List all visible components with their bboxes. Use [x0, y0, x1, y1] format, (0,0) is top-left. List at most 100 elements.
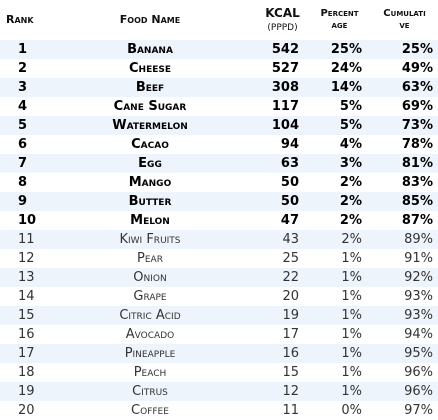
rank-cell[interactable]: 10: [0, 211, 55, 230]
cumulative-cell[interactable]: 63%: [371, 78, 438, 97]
kcal-cell[interactable]: 43: [245, 230, 308, 249]
column-header-percentage[interactable]: Percent age: [308, 0, 371, 40]
rank-cell[interactable]: 14: [0, 287, 55, 306]
kcal-cell[interactable]: 15: [245, 363, 308, 382]
kcal-cell[interactable]: 117: [245, 97, 308, 116]
percentage-cell[interactable]: 1%: [308, 306, 371, 325]
rank-cell[interactable]: 18: [0, 363, 55, 382]
rank-cell[interactable]: 15: [0, 306, 55, 325]
cumulative-cell[interactable]: 92%: [371, 268, 438, 287]
cumulative-cell[interactable]: 85%: [371, 192, 438, 211]
food-name-cell[interactable]: Melon: [55, 211, 245, 230]
cumulative-cell[interactable]: 73%: [371, 116, 438, 135]
food-name-cell[interactable]: Peach: [55, 363, 245, 382]
kcal-cell[interactable]: 19: [245, 306, 308, 325]
rank-cell[interactable]: 12: [0, 249, 55, 268]
percentage-cell[interactable]: 2%: [308, 211, 371, 230]
food-name-cell[interactable]: Coffee: [55, 401, 245, 420]
kcal-cell[interactable]: 63: [245, 154, 308, 173]
kcal-cell[interactable]: 11: [245, 401, 308, 420]
food-name-cell[interactable]: Citric Acid: [55, 306, 245, 325]
food-name-cell[interactable]: Banana: [55, 40, 245, 59]
percentage-cell[interactable]: 1%: [308, 268, 371, 287]
food-name-cell[interactable]: Cane Sugar: [55, 97, 245, 116]
cumulative-cell[interactable]: 69%: [371, 97, 438, 116]
food-name-cell[interactable]: Onion: [55, 268, 245, 287]
rank-cell[interactable]: 2: [0, 59, 55, 78]
kcal-cell[interactable]: 308: [245, 78, 308, 97]
kcal-cell[interactable]: 20: [245, 287, 308, 306]
cumulative-cell[interactable]: 83%: [371, 173, 438, 192]
kcal-cell[interactable]: 16: [245, 344, 308, 363]
kcal-cell[interactable]: 17: [245, 325, 308, 344]
cumulative-cell[interactable]: 96%: [371, 382, 438, 401]
percentage-cell[interactable]: 24%: [308, 59, 371, 78]
cumulative-cell[interactable]: 91%: [371, 249, 438, 268]
food-name-cell[interactable]: Mango: [55, 173, 245, 192]
column-header-rank[interactable]: Rank: [6, 13, 34, 26]
percentage-cell[interactable]: 5%: [308, 97, 371, 116]
kcal-cell[interactable]: 94: [245, 135, 308, 154]
kcal-cell[interactable]: 25: [245, 249, 308, 268]
percentage-cell[interactable]: 0%: [308, 401, 371, 420]
column-header-kcal[interactable]: KCAL (PPPD): [245, 0, 308, 40]
rank-cell[interactable]: 3: [0, 78, 55, 97]
percentage-cell[interactable]: 2%: [308, 173, 371, 192]
rank-cell[interactable]: 17: [0, 344, 55, 363]
percentage-cell[interactable]: 2%: [308, 230, 371, 249]
cumulative-cell[interactable]: 96%: [371, 363, 438, 382]
kcal-cell[interactable]: 542: [245, 40, 308, 59]
percentage-cell[interactable]: 1%: [308, 325, 371, 344]
percentage-cell[interactable]: 14%: [308, 78, 371, 97]
food-name-cell[interactable]: Citrus: [55, 382, 245, 401]
food-name-cell[interactable]: Avocado: [55, 325, 245, 344]
food-name-cell[interactable]: Butter: [55, 192, 245, 211]
percentage-cell[interactable]: 1%: [308, 363, 371, 382]
kcal-cell[interactable]: 22: [245, 268, 308, 287]
rank-cell[interactable]: 6: [0, 135, 55, 154]
cumulative-cell[interactable]: 49%: [371, 59, 438, 78]
percentage-cell[interactable]: 1%: [308, 344, 371, 363]
cumulative-cell[interactable]: 87%: [371, 211, 438, 230]
cumulative-cell[interactable]: 81%: [371, 154, 438, 173]
cumulative-cell[interactable]: 78%: [371, 135, 438, 154]
rank-cell[interactable]: 4: [0, 97, 55, 116]
column-header-cumulative[interactable]: Cumulati ve: [371, 0, 438, 40]
food-name-cell[interactable]: Pear: [55, 249, 245, 268]
rank-cell[interactable]: 7: [0, 154, 55, 173]
rank-cell[interactable]: 11: [0, 230, 55, 249]
cumulative-cell[interactable]: 89%: [371, 230, 438, 249]
kcal-cell[interactable]: 50: [245, 192, 308, 211]
rank-cell[interactable]: 16: [0, 325, 55, 344]
rank-cell[interactable]: 20: [0, 401, 55, 420]
percentage-cell[interactable]: 4%: [308, 135, 371, 154]
food-name-cell[interactable]: Grape: [55, 287, 245, 306]
column-header-food-name[interactable]: Food Name: [119, 13, 181, 26]
cumulative-cell[interactable]: 97%: [371, 401, 438, 420]
food-name-cell[interactable]: Watermelon: [55, 116, 245, 135]
rank-cell[interactable]: 9: [0, 192, 55, 211]
food-name-cell[interactable]: Cheese: [55, 59, 245, 78]
food-name-cell[interactable]: Egg: [55, 154, 245, 173]
rank-cell[interactable]: 19: [0, 382, 55, 401]
percentage-cell[interactable]: 2%: [308, 192, 371, 211]
food-name-cell[interactable]: Beef: [55, 78, 245, 97]
cumulative-cell[interactable]: 95%: [371, 344, 438, 363]
rank-cell[interactable]: 5: [0, 116, 55, 135]
food-name-cell[interactable]: Kiwi Fruits: [55, 230, 245, 249]
kcal-cell[interactable]: 527: [245, 59, 308, 78]
percentage-cell[interactable]: 5%: [308, 116, 371, 135]
kcal-cell[interactable]: 50: [245, 173, 308, 192]
kcal-cell[interactable]: 47: [245, 211, 308, 230]
rank-cell[interactable]: 1: [0, 40, 55, 59]
kcal-cell[interactable]: 12: [245, 382, 308, 401]
kcal-cell[interactable]: 104: [245, 116, 308, 135]
percentage-cell[interactable]: 1%: [308, 287, 371, 306]
percentage-cell[interactable]: 1%: [308, 249, 371, 268]
percentage-cell[interactable]: 3%: [308, 154, 371, 173]
rank-cell[interactable]: 8: [0, 173, 55, 192]
cumulative-cell[interactable]: 93%: [371, 306, 438, 325]
food-name-cell[interactable]: Pineapple: [55, 344, 245, 363]
rank-cell[interactable]: 13: [0, 268, 55, 287]
food-name-cell[interactable]: Cacao: [55, 135, 245, 154]
